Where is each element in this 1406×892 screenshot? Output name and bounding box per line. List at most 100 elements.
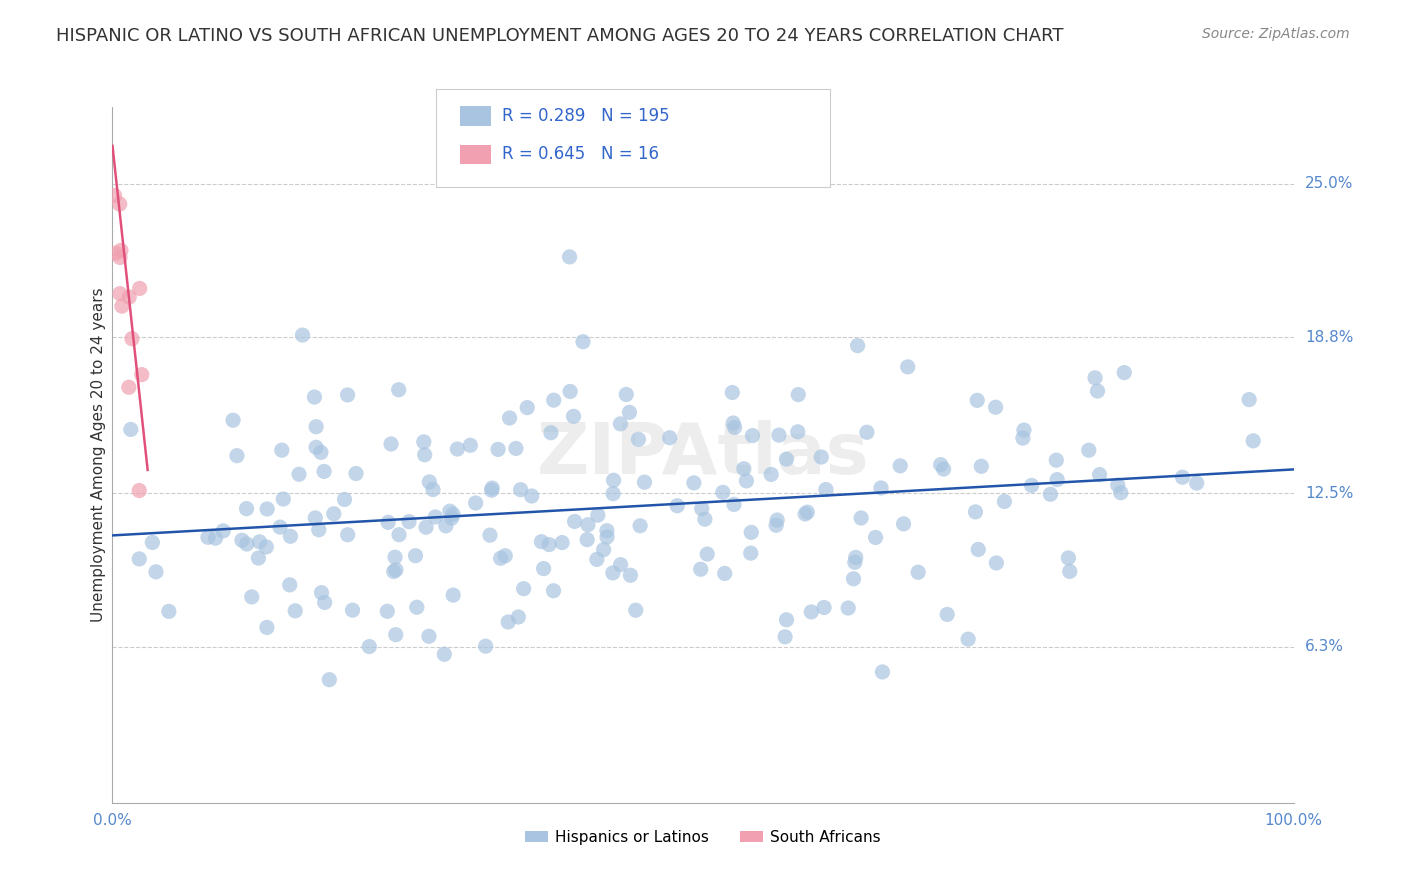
Point	[1084, 371, 1107, 385]
Point	[723, 497, 745, 511]
Point	[344, 467, 367, 481]
Point	[897, 359, 920, 374]
Point	[204, 531, 226, 545]
Point	[1046, 473, 1069, 487]
Point	[385, 563, 408, 577]
Point	[586, 508, 609, 523]
Point	[291, 328, 314, 343]
Point	[460, 438, 482, 452]
Point	[141, 535, 163, 549]
Point	[474, 639, 496, 653]
Point	[845, 550, 868, 565]
Point	[619, 405, 641, 419]
Point	[572, 334, 595, 349]
Point	[412, 434, 434, 449]
Point	[602, 486, 624, 500]
Point	[666, 499, 689, 513]
Point	[520, 489, 543, 503]
Point	[118, 290, 141, 304]
Point	[489, 551, 512, 566]
Point	[773, 630, 796, 644]
Point	[993, 494, 1015, 508]
Point	[388, 383, 411, 397]
Point	[696, 547, 718, 561]
Point	[740, 546, 762, 560]
Point	[271, 491, 294, 506]
Point	[627, 433, 650, 447]
Text: R = 0.289   N = 195: R = 0.289 N = 195	[502, 107, 669, 125]
Point	[336, 527, 359, 541]
Point	[586, 552, 609, 566]
Point	[318, 673, 340, 687]
Point	[690, 501, 713, 516]
Legend: Hispanics or Latinos, South Africans: Hispanics or Latinos, South Africans	[519, 823, 887, 851]
Point	[907, 566, 929, 580]
Point	[986, 556, 1008, 570]
Point	[932, 462, 955, 476]
Point	[110, 244, 132, 258]
Point	[231, 533, 253, 548]
Point	[413, 448, 436, 462]
Point	[446, 442, 468, 456]
Point	[157, 604, 180, 618]
Point	[120, 422, 142, 436]
Point	[865, 531, 887, 545]
Point	[970, 459, 993, 474]
Point	[145, 565, 167, 579]
Point	[481, 481, 503, 495]
Point	[336, 388, 359, 402]
Point	[308, 523, 330, 537]
Point	[270, 443, 292, 458]
Point	[814, 483, 837, 497]
Point	[384, 550, 406, 565]
Point	[682, 475, 704, 490]
Point	[1114, 366, 1136, 380]
Point	[800, 605, 823, 619]
Point	[984, 401, 1007, 415]
Point	[433, 647, 456, 661]
Point	[1087, 384, 1109, 398]
Point	[284, 604, 307, 618]
Point	[1045, 453, 1067, 467]
Point	[1057, 551, 1080, 566]
Point	[1107, 478, 1129, 492]
Point	[439, 504, 461, 518]
Point	[314, 464, 336, 478]
Point	[614, 387, 637, 401]
Point	[377, 516, 399, 530]
Point	[269, 520, 291, 534]
Point	[965, 505, 987, 519]
Point	[418, 629, 440, 643]
Point	[110, 62, 132, 76]
Point	[121, 332, 143, 346]
Y-axis label: Unemployment Among Ages 20 to 24 years: Unemployment Among Ages 20 to 24 years	[90, 287, 105, 623]
Point	[280, 529, 302, 543]
Point	[558, 250, 581, 264]
Point	[786, 425, 808, 439]
Point	[870, 481, 893, 495]
Point	[304, 511, 326, 525]
Point	[609, 417, 631, 431]
Point	[602, 566, 624, 580]
Point	[333, 492, 356, 507]
Point	[512, 582, 534, 596]
Point	[558, 384, 581, 399]
Point	[128, 552, 150, 566]
Point	[787, 387, 810, 401]
Point	[131, 368, 153, 382]
Point	[434, 519, 457, 533]
Point	[813, 600, 835, 615]
Point	[254, 540, 277, 554]
Point	[1241, 434, 1264, 448]
Point	[1237, 392, 1260, 407]
Point	[810, 450, 832, 464]
Point	[441, 508, 464, 522]
Point	[405, 600, 427, 615]
Point	[249, 534, 271, 549]
Point	[775, 452, 797, 467]
Point	[375, 604, 398, 618]
Point	[721, 416, 744, 430]
Point	[247, 551, 270, 566]
Point	[440, 511, 463, 525]
Point	[723, 420, 745, 434]
